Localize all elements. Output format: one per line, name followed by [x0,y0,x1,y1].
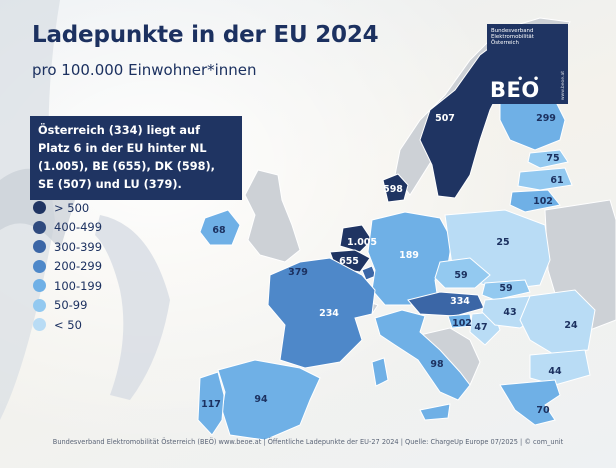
logo-org-line: Bundesverband [491,28,534,34]
country-greece [499,379,561,426]
legend-item: 400-499 [33,218,102,238]
label-bulgaria: 44 [548,366,562,377]
label-ireland: 68 [212,225,226,236]
legend-swatch [33,240,46,254]
legend-label: < 50 [54,317,82,332]
country-portugal [197,371,225,436]
label-romania: 24 [564,320,578,331]
legend-label: 200-299 [54,259,103,274]
page-title: Ladepunkte in der EU 2024 [32,22,379,48]
legend-label: > 500 [54,200,90,215]
logo-url: www.beoe.at [561,70,566,100]
country-france [267,257,376,369]
label-sweden: 507 [435,113,455,124]
legend-swatch [33,318,46,332]
page-subtitle: pro 100.000 Einwohner*innen [32,61,257,79]
label-czechia: 59 [454,270,467,281]
label-portugal: 117 [201,399,221,410]
label-slovakia: 59 [499,283,512,294]
country-latvia [517,167,573,191]
eu-countries [197,39,596,441]
legend-swatch [33,298,46,312]
legend-label: 400-499 [54,220,103,235]
country-italy [374,309,471,401]
label-hungary: 43 [503,307,516,318]
country-spain [217,359,321,441]
label-lithuania: 102 [533,196,553,207]
source-footer: Bundesverband Elektromobilität Österreic… [52,438,564,446]
label-denmark: 598 [383,184,403,195]
legend-item: 100-199 [33,276,102,296]
label-netherlands: 1.005 [347,237,377,248]
label-belgium: 655 [339,256,359,267]
country-ireland [199,209,241,246]
country-bulgaria [529,349,591,386]
label-luxembourg: 379 [288,267,308,278]
label-greece: 70 [536,405,550,416]
country-sicily [419,403,451,421]
logo-org-name: Bundesverband Elektromobilität Österreic… [491,28,565,47]
legend-swatch [33,201,46,215]
legend-item: 50-99 [33,296,102,316]
country-sardinia [371,357,389,387]
cable-silhouette [95,215,170,400]
label-finland: 299 [536,113,556,124]
logo-dots: • • [517,74,543,85]
country-lithuania [509,189,561,213]
legend-swatch [33,279,46,293]
label-austria: 334 [450,296,470,307]
legend-item: > 500 [33,198,102,218]
logo-org-line: Elektromobilität [491,34,534,41]
country-netherlands [339,224,373,253]
logo-org-line: Österreich [491,40,519,47]
legend-label: 50-99 [54,298,88,313]
legend: > 500 400-499 300-399 200-299 100-199 50… [33,198,102,335]
ranking-note: Österreich (334) liegt auf Platz 6 in de… [30,116,242,200]
label-slovenia: 102 [452,318,472,329]
legend-item: < 50 [33,315,102,335]
country-estonia [527,149,569,169]
label-poland: 25 [496,237,509,248]
legend-label: 300-399 [54,239,103,254]
logo-wordmark: BEO [490,78,540,102]
label-france: 234 [319,308,339,319]
legend-item: 300-399 [33,237,102,257]
label-croatia: 47 [474,322,487,333]
legend-label: 100-199 [54,278,103,293]
country-slovakia [481,279,531,301]
legend-swatch [33,220,46,234]
country-denmark [382,173,409,203]
country-uk [244,169,301,263]
beo-logo: Bundesverband Elektromobilität Österreic… [487,24,568,104]
label-italy: 98 [430,359,444,370]
label-spain: 94 [254,394,268,405]
label-estonia: 75 [546,153,559,164]
label-germany: 189 [399,250,419,261]
legend-swatch [33,259,46,273]
label-latvia: 61 [550,175,563,186]
legend-item: 200-299 [33,257,102,277]
country-czechia [434,257,491,289]
country-romania [519,289,596,356]
